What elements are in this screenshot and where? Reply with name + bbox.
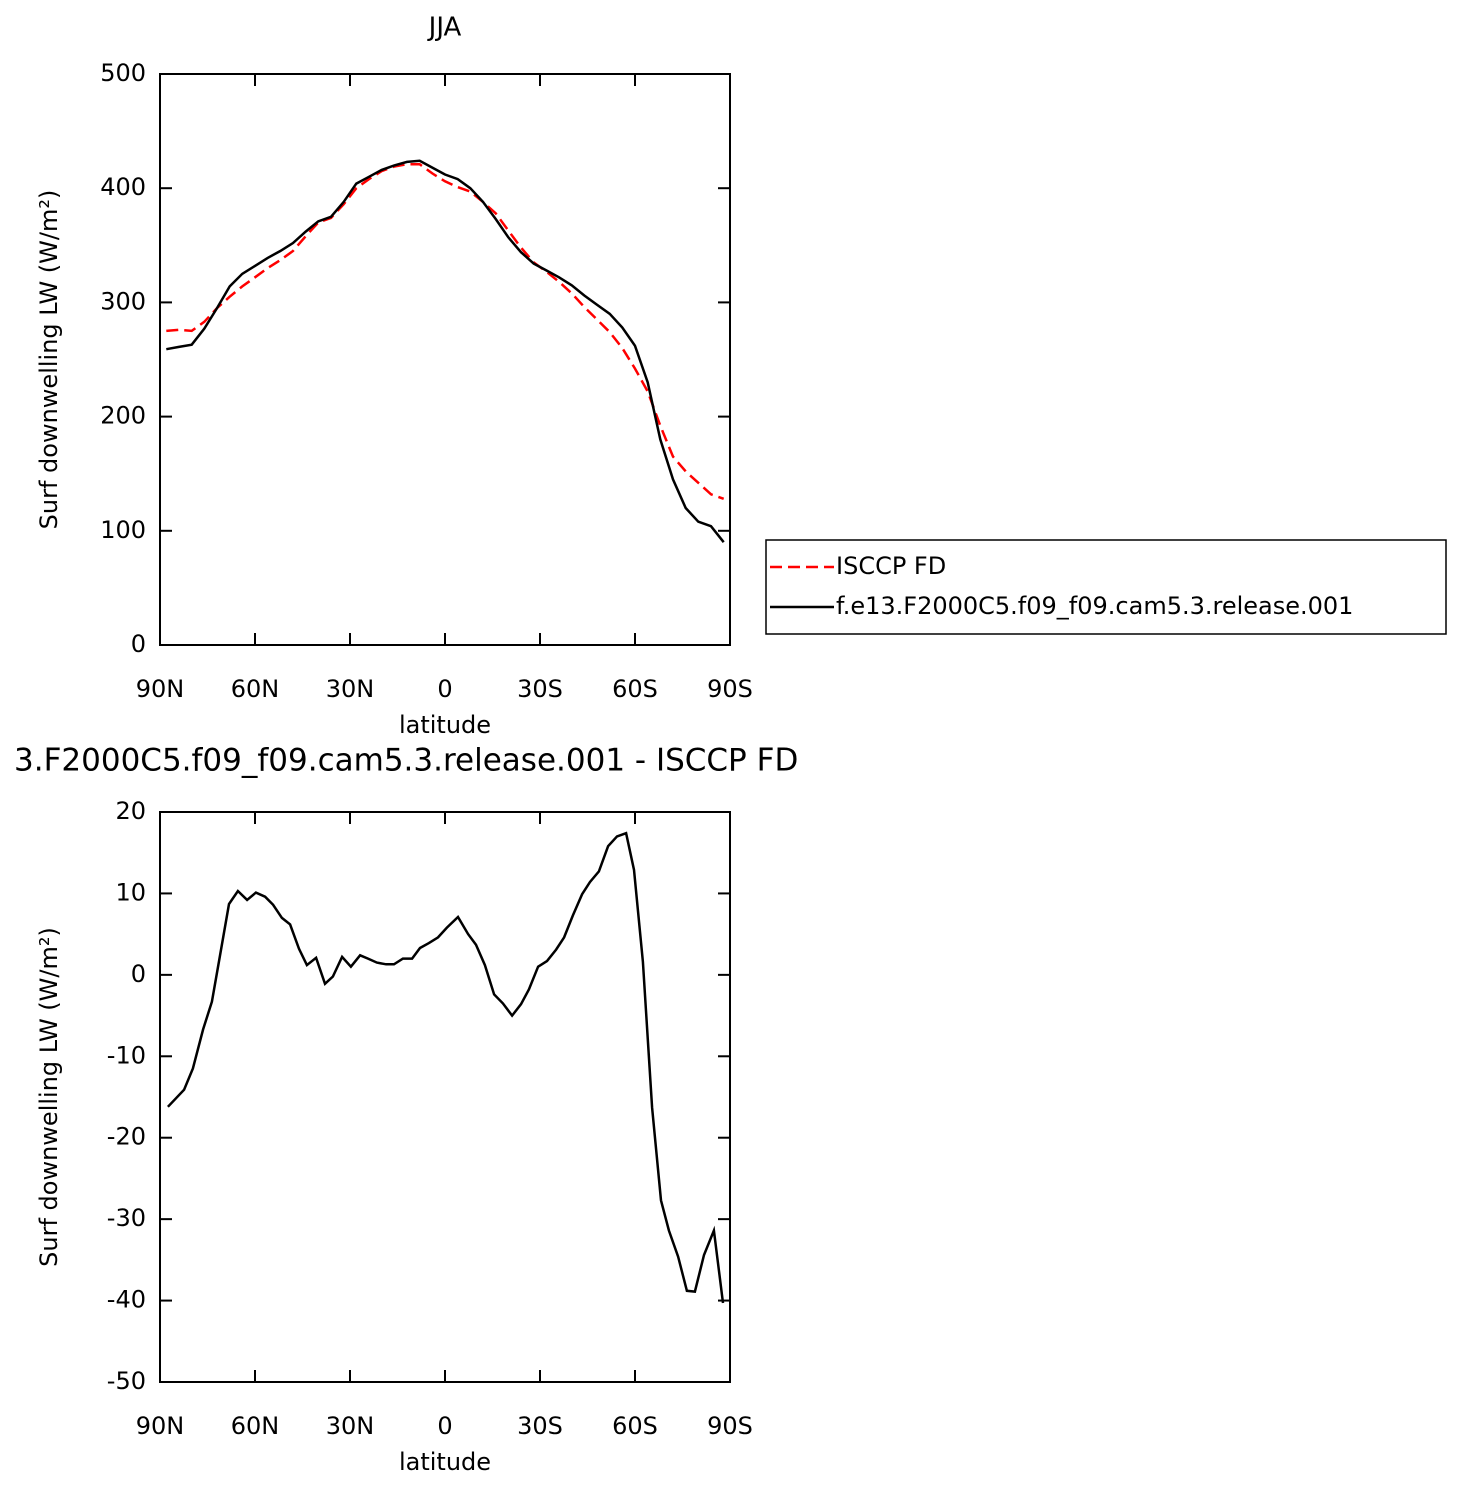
legend: ISCCP FD f.e13.F2000C5.f09_f09.cam5.3.rel…: [765, 539, 1447, 635]
y-tick-label: 0: [131, 960, 146, 988]
x-tick-label: 90N: [136, 675, 185, 703]
x-tick-label: 90N: [136, 1412, 185, 1440]
y-tick-label: 100: [100, 516, 146, 544]
x-tick-label: 90S: [707, 1412, 753, 1440]
x-tick-label: 0: [437, 1412, 452, 1440]
y-tick-label: 500: [100, 59, 146, 87]
y-tick-label: 0: [131, 630, 146, 658]
legend-label: f.e13.F2000C5.f09_f09.cam5.3.release.001: [836, 592, 1353, 620]
data-line: [166, 831, 725, 1304]
y-axis-label: Surf downwelling LW (W/m²): [35, 927, 63, 1267]
y-tick-label: 400: [100, 173, 146, 201]
y-tick-label: -40: [107, 1286, 146, 1314]
plot-frame: [159, 73, 731, 646]
x-axis-label: latitude: [399, 711, 491, 739]
y-axis-label: Surf downwelling LW (W/m²): [35, 190, 63, 530]
y-tick-label: 10: [115, 878, 146, 906]
y-tick-label: 20: [115, 797, 146, 825]
y-tick-label: -50: [107, 1367, 146, 1395]
y-tick-label: -20: [107, 1123, 146, 1151]
chart-title: JJA: [427, 13, 462, 43]
y-tick-label: 300: [100, 287, 146, 315]
x-tick-label: 60S: [612, 1412, 658, 1440]
x-tick-label: 30N: [326, 675, 375, 703]
data-line: [166, 159, 725, 543]
x-tick-label: 30S: [517, 675, 563, 703]
legend-label: ISCCP FD: [836, 552, 946, 580]
x-tick-label: 60S: [612, 675, 658, 703]
x-tick-label: 90S: [707, 675, 753, 703]
chart-title: 3.F2000C5.f09_f09.cam5.3.release.001 - I…: [14, 743, 798, 779]
x-tick-label: 30N: [326, 1412, 375, 1440]
x-tick-label: 0: [437, 675, 452, 703]
x-tick-label: 30S: [517, 1412, 563, 1440]
y-tick-label: 200: [100, 402, 146, 430]
x-tick-label: 60N: [231, 1412, 280, 1440]
data-line: [166, 162, 725, 500]
x-tick-label: 60N: [231, 675, 280, 703]
legend-frame: [765, 539, 1447, 635]
y-tick-label: -10: [107, 1041, 146, 1069]
y-tick-label: -30: [107, 1204, 146, 1232]
x-axis-label: latitude: [399, 1448, 491, 1476]
